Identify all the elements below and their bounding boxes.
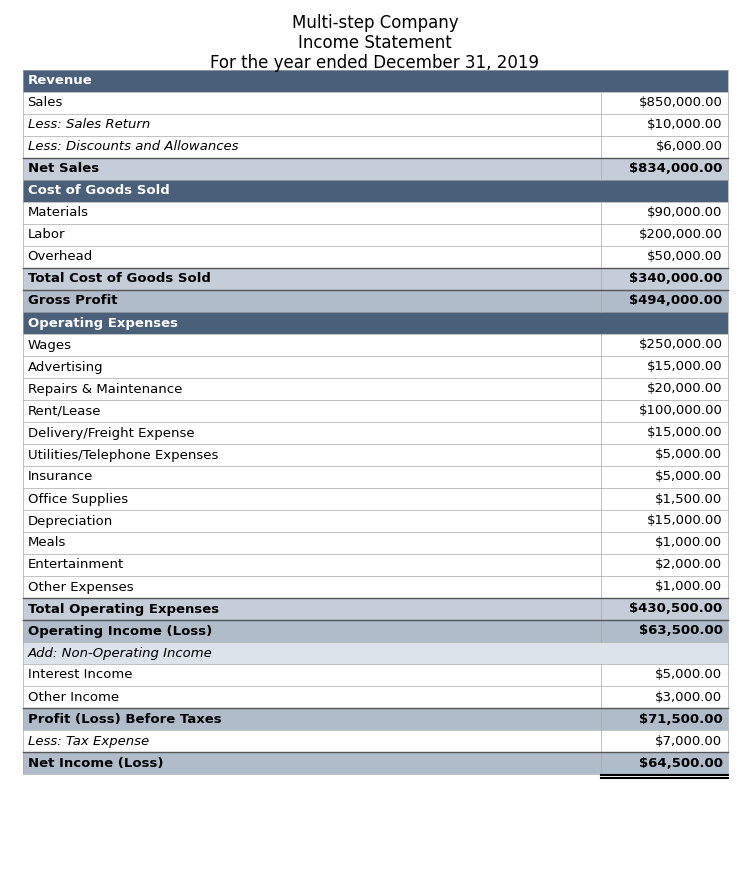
Text: For the year ended December 31, 2019: For the year ended December 31, 2019 (211, 54, 539, 72)
Bar (22, 378, 728, 400)
Text: $63,500.00: $63,500.00 (638, 624, 722, 637)
Bar (22, 246, 728, 268)
Bar (22, 532, 728, 554)
Text: $7,000.00: $7,000.00 (656, 734, 722, 747)
Text: Labor: Labor (28, 228, 65, 242)
Text: $100,000.00: $100,000.00 (638, 405, 722, 418)
Bar (22, 708, 728, 730)
Text: $3,000.00: $3,000.00 (656, 691, 722, 704)
Bar (22, 598, 728, 620)
Text: Add: Non-Operating Income: Add: Non-Operating Income (28, 646, 212, 659)
Text: Utilities/Telephone Expenses: Utilities/Telephone Expenses (28, 448, 218, 461)
Text: Total Operating Expenses: Total Operating Expenses (28, 603, 219, 616)
Text: $1,500.00: $1,500.00 (656, 493, 722, 506)
Bar (22, 202, 728, 224)
Text: $2,000.00: $2,000.00 (656, 558, 722, 571)
Text: $6,000.00: $6,000.00 (656, 140, 722, 153)
Text: $15,000.00: $15,000.00 (646, 426, 722, 439)
Text: $64,500.00: $64,500.00 (638, 757, 722, 769)
Text: Operating Income (Loss): Operating Income (Loss) (28, 624, 211, 637)
Text: Operating Expenses: Operating Expenses (28, 317, 178, 330)
Text: Cost of Goods Sold: Cost of Goods Sold (28, 185, 170, 197)
Text: $20,000.00: $20,000.00 (647, 383, 722, 396)
Bar (22, 268, 728, 290)
Text: Other Expenses: Other Expenses (28, 581, 134, 594)
Bar (22, 92, 728, 114)
Bar (22, 510, 728, 532)
Bar (22, 664, 728, 686)
Text: $90,000.00: $90,000.00 (647, 207, 722, 220)
Text: Office Supplies: Office Supplies (28, 493, 128, 506)
Bar (22, 752, 728, 774)
Bar (22, 466, 728, 488)
Bar (22, 730, 728, 752)
Bar (22, 686, 728, 708)
Text: $71,500.00: $71,500.00 (639, 712, 722, 726)
Text: Rent/Lease: Rent/Lease (28, 405, 101, 418)
Bar (22, 554, 728, 576)
Text: $5,000.00: $5,000.00 (656, 471, 722, 483)
Text: $1,000.00: $1,000.00 (656, 581, 722, 594)
Bar (22, 400, 728, 422)
Bar (22, 114, 728, 136)
Text: $15,000.00: $15,000.00 (646, 514, 722, 528)
Text: $340,000.00: $340,000.00 (629, 272, 722, 285)
Text: Meals: Meals (28, 536, 66, 549)
Bar (22, 180, 728, 202)
Bar (22, 422, 728, 444)
Text: Less: Sales Return: Less: Sales Return (28, 119, 150, 132)
Bar (22, 290, 728, 312)
Bar (22, 444, 728, 466)
Text: $15,000.00: $15,000.00 (646, 360, 722, 373)
Text: Other Income: Other Income (28, 691, 118, 704)
Bar (22, 312, 728, 334)
Text: Insurance: Insurance (28, 471, 93, 483)
Text: Gross Profit: Gross Profit (28, 295, 117, 308)
Text: Profit (Loss) Before Taxes: Profit (Loss) Before Taxes (28, 712, 221, 726)
Text: Net Sales: Net Sales (28, 162, 99, 175)
Text: $250,000.00: $250,000.00 (638, 338, 722, 351)
Text: Less: Tax Expense: Less: Tax Expense (28, 734, 148, 747)
Text: Entertainment: Entertainment (28, 558, 124, 571)
Bar (22, 356, 728, 378)
Bar (22, 576, 728, 598)
Text: Depreciation: Depreciation (28, 514, 112, 528)
Text: Materials: Materials (28, 207, 88, 220)
Text: $1,000.00: $1,000.00 (656, 536, 722, 549)
Bar (22, 642, 728, 664)
Bar (22, 158, 728, 180)
Text: Repairs & Maintenance: Repairs & Maintenance (28, 383, 182, 396)
Text: Total Cost of Goods Sold: Total Cost of Goods Sold (28, 272, 210, 285)
Text: $850,000.00: $850,000.00 (638, 97, 722, 110)
Text: $10,000.00: $10,000.00 (647, 119, 722, 132)
Bar (22, 136, 728, 158)
Text: Delivery/Freight Expense: Delivery/Freight Expense (28, 426, 194, 439)
Text: Overhead: Overhead (28, 250, 93, 263)
Text: Less: Discounts and Allowances: Less: Discounts and Allowances (28, 140, 238, 153)
Text: $5,000.00: $5,000.00 (656, 448, 722, 461)
Text: Wages: Wages (28, 338, 71, 351)
Text: $430,500.00: $430,500.00 (629, 603, 722, 616)
Text: Multi-step Company: Multi-step Company (292, 14, 458, 32)
Bar (22, 488, 728, 510)
Text: Revenue: Revenue (28, 74, 92, 87)
Text: $5,000.00: $5,000.00 (656, 669, 722, 682)
Text: $834,000.00: $834,000.00 (629, 162, 722, 175)
Bar (22, 334, 728, 356)
Text: Interest Income: Interest Income (28, 669, 132, 682)
Text: $200,000.00: $200,000.00 (638, 228, 722, 242)
Text: $494,000.00: $494,000.00 (629, 295, 722, 308)
Text: Advertising: Advertising (28, 360, 103, 373)
Bar (22, 620, 728, 642)
Bar (22, 224, 728, 246)
Bar (22, 70, 728, 92)
Text: Income Statement: Income Statement (298, 34, 452, 52)
Text: Sales: Sales (28, 97, 63, 110)
Text: Net Income (Loss): Net Income (Loss) (28, 757, 163, 769)
Text: $50,000.00: $50,000.00 (647, 250, 722, 263)
